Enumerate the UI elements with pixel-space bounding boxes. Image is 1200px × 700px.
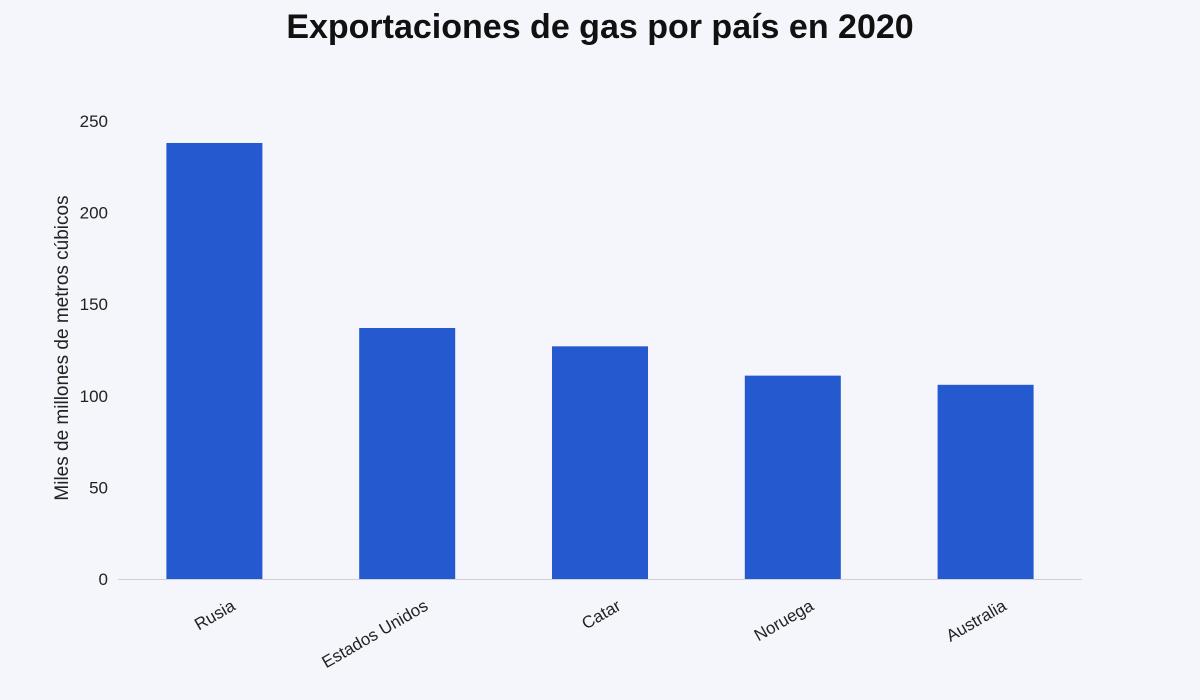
x-tick-label: Rusia [191,596,239,634]
y-tick-label: 0 [99,570,108,589]
y-tick-label: 50 [89,478,108,497]
x-tick-label: Noruega [751,596,817,645]
x-tick-label: Australia [943,596,1010,646]
bar-catar [552,346,648,579]
y-tick-label: 100 [80,387,108,406]
x-axis-ticks: Rusia Estados Unidos Catar Noruega Australia [191,596,1010,672]
bar-australia [937,384,1034,579]
y-axis-label: Miles de millones de metros cúbicos [52,195,73,500]
x-tick-label: Estados Unidos [319,596,432,672]
bar-rusia [166,142,263,579]
x-tick-label: Catar [578,596,624,633]
bars-group [166,142,1034,579]
chart-title: Exportaciones de gas por país en 2020 [286,8,914,46]
bar-noruega [744,375,841,579]
y-axis-ticks: 0 50 100 150 200 250 [80,112,108,589]
y-tick-label: 150 [80,295,108,314]
y-tick-label: 250 [80,112,108,131]
y-tick-label: 200 [80,204,108,223]
bar-estados-unidos [359,328,456,579]
